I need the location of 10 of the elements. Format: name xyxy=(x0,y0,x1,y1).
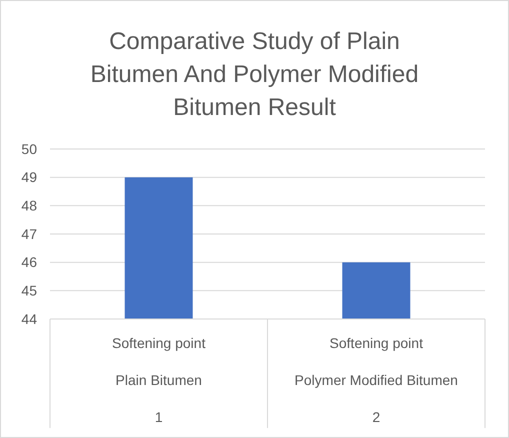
y-tick-label: 50 xyxy=(21,140,38,157)
y-tick-label: 47 xyxy=(21,226,38,242)
category-label: Softening point Polymer Modified Bitumen 2 xyxy=(294,335,458,425)
y-tick-label: 45 xyxy=(21,282,38,299)
y-tick-label: 44 xyxy=(21,310,38,327)
y-tick-label: 48 xyxy=(21,198,38,214)
chart-title: Comparative Study of Plain Bitumen And Polymer Modified Bitumen Result xyxy=(90,28,419,121)
y-tick-label: 46 xyxy=(21,254,38,270)
category-label: Softening point Plain Bitumen 1 xyxy=(112,335,206,425)
y-tick-label: 49 xyxy=(21,169,38,186)
